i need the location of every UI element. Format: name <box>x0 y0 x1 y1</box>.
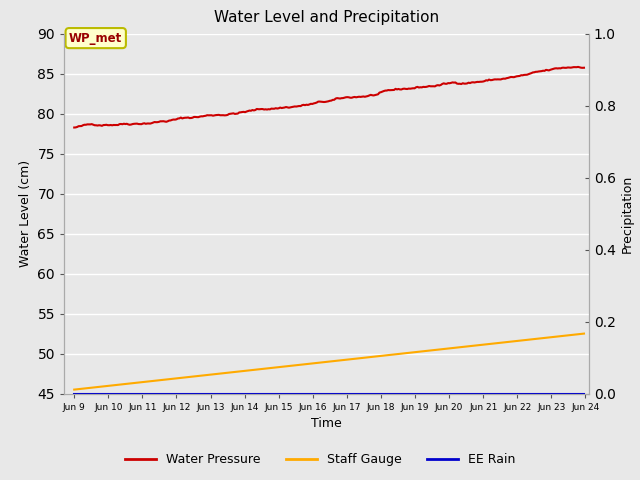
Legend: Water Pressure, Staff Gauge, EE Rain: Water Pressure, Staff Gauge, EE Rain <box>120 448 520 471</box>
Title: Water Level and Precipitation: Water Level and Precipitation <box>214 11 439 25</box>
Y-axis label: Water Level (cm): Water Level (cm) <box>19 160 32 267</box>
Text: WP_met: WP_met <box>69 32 122 45</box>
X-axis label: Time: Time <box>311 417 342 430</box>
Y-axis label: Precipitation: Precipitation <box>621 174 634 253</box>
